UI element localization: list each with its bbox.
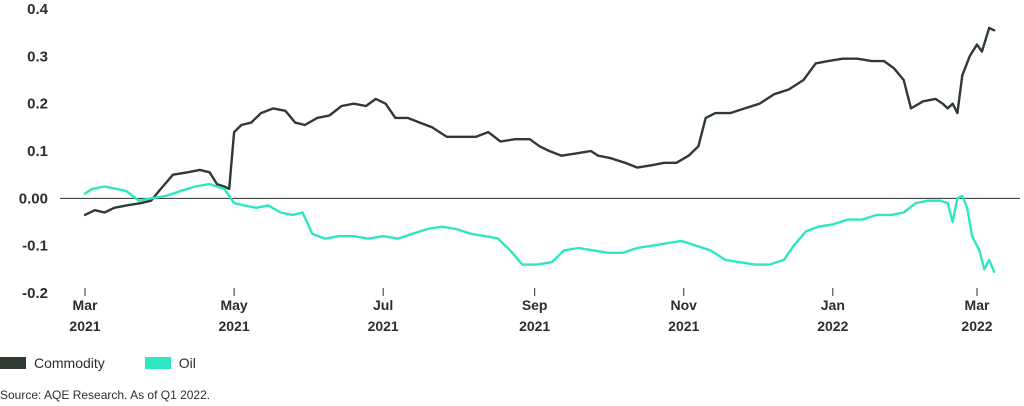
series-lines — [83, 26, 996, 273]
x-tick-month: Nov — [671, 297, 698, 313]
x-tick-year: 2021 — [69, 318, 100, 334]
x-tick-year: 2022 — [817, 318, 848, 334]
x-tick-month: Jul — [373, 297, 393, 313]
x-tick-year: 2022 — [961, 318, 992, 334]
x-tick-month: Mar — [965, 297, 990, 313]
legend-item-commodity: Commodity — [0, 355, 105, 371]
legend-swatch-oil — [144, 357, 171, 369]
legend-label-oil: Oil — [178, 355, 196, 371]
x-tick-year: 2021 — [218, 318, 249, 334]
y-tick-label: 0.4 — [27, 1, 49, 18]
y-tick-label: -0.1 — [22, 238, 48, 255]
y-axis: 0.4 0.3 0.2 0.1 0.00 -0.1 -0.2 — [19, 1, 1020, 302]
series-line-oil — [83, 182, 996, 273]
y-tick-label: 0.3 — [27, 48, 48, 65]
legend-item-oil: Oil — [144, 355, 196, 371]
x-tick-year: 2021 — [368, 318, 399, 334]
legend: Commodity Oil — [0, 352, 236, 374]
x-tick-month: Sep — [522, 297, 548, 313]
x-tick-year: 2021 — [519, 318, 550, 334]
x-tick-month: May — [220, 297, 247, 313]
x-tick-month: Mar — [73, 297, 98, 313]
y-tick-label: -0.2 — [22, 285, 48, 302]
y-tick-label: 0.00 — [19, 190, 48, 207]
legend-swatch-commodity — [0, 357, 26, 369]
y-tick-label: 0.2 — [27, 96, 48, 113]
x-tick-year: 2021 — [668, 318, 699, 334]
x-axis: Mar 2021 May 2021 Jul 2021 Sep 2021 Nov 2021 Jan 20… — [69, 288, 993, 334]
x-tick-month: Jan — [821, 297, 845, 313]
line-chart: 0.4 0.3 0.2 0.1 0.00 -0.1 -0.2 Mar 2021 May 2021 J… — [19, 1, 1020, 334]
source-note: Source: AQE Research. As of Q1 2022. — [0, 388, 211, 402]
series-line-commodity — [83, 26, 996, 217]
legend-label-commodity: Commodity — [34, 355, 105, 371]
y-tick-label: 0.1 — [27, 143, 48, 160]
